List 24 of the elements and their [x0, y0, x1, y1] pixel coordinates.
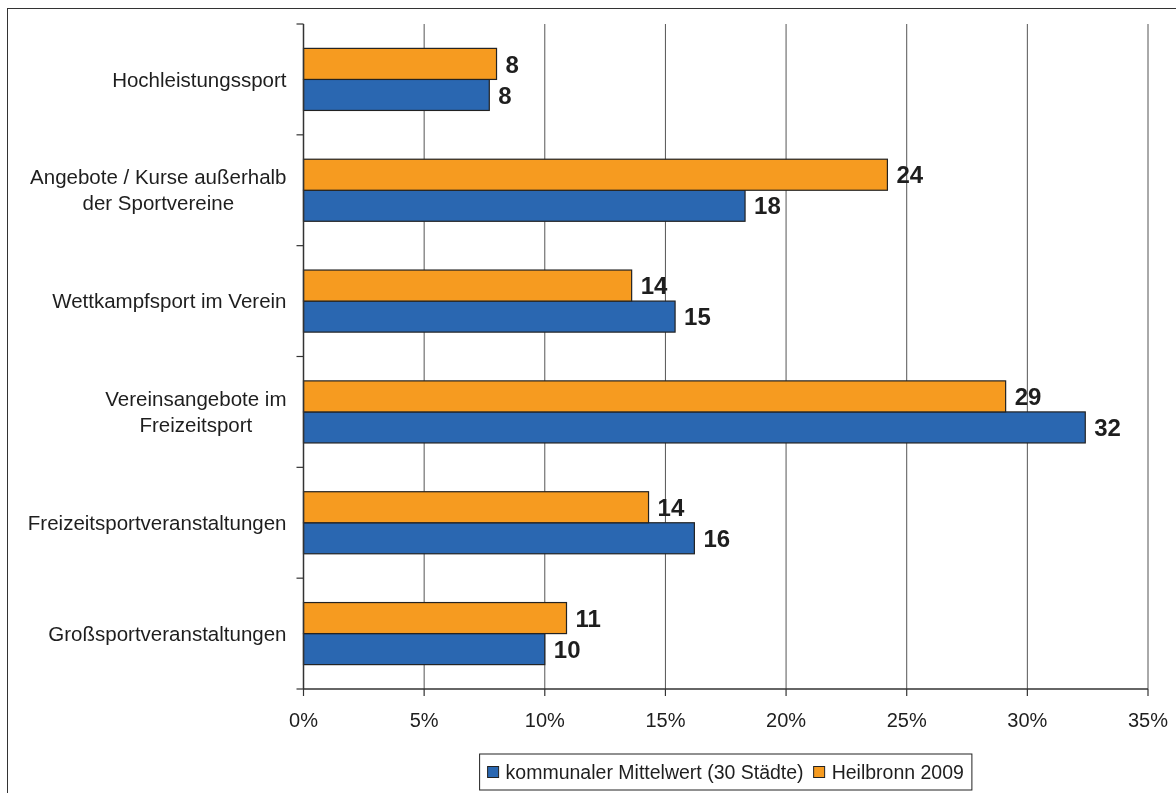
y-tick-label: Freizeitsportveranstaltungen — [27, 510, 287, 534]
data-label: 8 — [498, 81, 512, 109]
x-tick-label: 10% — [524, 709, 566, 731]
data-label: 11 — [575, 604, 601, 632]
x-tick-label: 30% — [1007, 709, 1048, 731]
x-tick-label: 20% — [766, 709, 807, 731]
legend-label: kommunaler Mittelwert (30 Städte) — [505, 760, 804, 783]
y-tick-label: Vereinsangebote im Freizeitsport — [105, 387, 287, 437]
legend-label: Heilbronn 2009 — [831, 760, 964, 783]
data-label: 15 — [684, 303, 711, 331]
y-tick-label: Großsportveranstaltungen — [48, 621, 287, 645]
y-tick-label: Hochleistungssport — [112, 67, 287, 91]
data-label: 16 — [703, 524, 731, 552]
x-tick-label: 35% — [1127, 709, 1169, 731]
x-tick-label: 0% — [289, 709, 319, 731]
data-label: 10 — [553, 635, 581, 663]
y-tick-label: Wettkampfsport im Verein — [52, 289, 287, 313]
x-tick-label: 15% — [645, 709, 686, 731]
x-tick-label: 5% — [409, 709, 439, 731]
data-label: 18 — [754, 192, 781, 220]
y-tick-label: Angebote / Kurse außerhalb der Sportvereine — [30, 165, 287, 215]
x-tick-label: 25% — [886, 709, 927, 731]
data-label: 8 — [505, 50, 519, 78]
data-label: 32 — [1094, 414, 1121, 442]
